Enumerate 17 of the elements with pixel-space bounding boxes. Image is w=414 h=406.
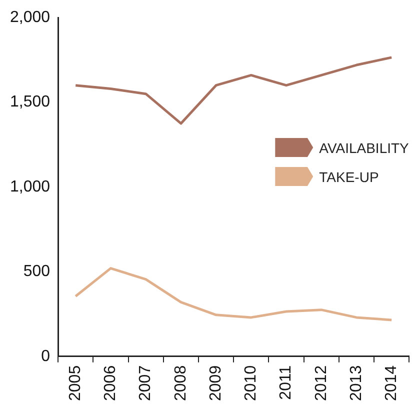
y-tick-label: 0: [41, 348, 50, 365]
x-tick-label: 2005: [67, 365, 84, 401]
legend-label: AVAILABILITY: [319, 140, 409, 156]
x-tick-label: 2014: [383, 365, 400, 401]
x-tick-label: 2008: [172, 365, 190, 401]
x-tick-label: 2009: [207, 365, 224, 401]
x-tick-label: 2010: [242, 365, 260, 401]
y-tick-label: 2,000: [10, 9, 50, 26]
x-tick-label: 2006: [102, 365, 120, 401]
y-tick-label: 500: [23, 263, 50, 280]
y-tick-label: 1,500: [10, 94, 50, 111]
x-tick-label: 2013: [348, 365, 365, 401]
legend-label: TAKE-UP: [319, 168, 379, 184]
x-tick-label: 2012: [312, 365, 330, 401]
x-tick-label: 2011: [278, 365, 295, 400]
x-tick-label: 2007: [137, 365, 154, 401]
y-tick-label: 1,000: [10, 178, 50, 196]
